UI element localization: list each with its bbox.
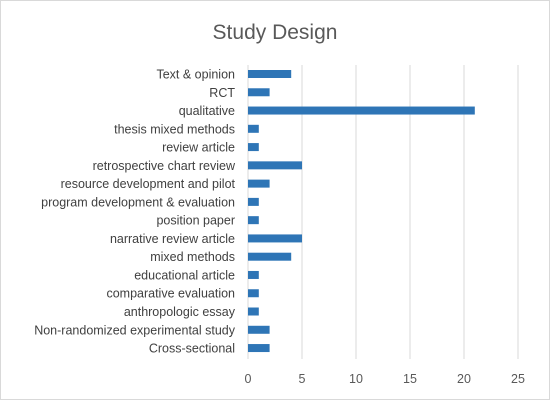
category-label: narrative review article [110, 232, 235, 246]
category-label: review article [162, 141, 235, 155]
x-tick-label: 10 [349, 372, 363, 386]
bar-text-opinion [248, 70, 292, 78]
bar-mixed-methods [248, 252, 292, 261]
bars [248, 70, 475, 353]
category-label: qualitative [179, 104, 235, 118]
category-label: educational article [134, 268, 235, 282]
bar-anthropologic-essay [248, 307, 259, 316]
category-label: Text & opinion [156, 68, 235, 82]
bar-rct [248, 88, 270, 97]
bar-program-development-evaluation [248, 197, 259, 206]
bar-cross-sectional [248, 344, 270, 353]
x-tick-label: 15 [403, 372, 417, 386]
bar-qualitative [248, 106, 475, 115]
category-label: comparative evaluation [106, 287, 235, 301]
bar-review-article [248, 143, 259, 152]
category-label: RCT [209, 86, 235, 100]
x-tick-label: 0 [245, 372, 252, 386]
bar-non-randomized-experimental-study [248, 325, 270, 334]
category-label: Cross-sectional [149, 342, 235, 356]
category-label: thesis mixed methods [114, 122, 235, 136]
bar-educational-article [248, 270, 259, 279]
category-labels: Text & opinion RCT qualitative thesis mixed… [34, 68, 236, 356]
bar-resource-development-and-pilot [248, 179, 270, 188]
x-tick-label: 20 [457, 372, 471, 386]
x-tick-label: 5 [299, 372, 306, 386]
bar-narrative-review-article [248, 234, 302, 243]
bar-thesis-mixed-methods [248, 124, 259, 133]
category-label: retrospective chart review [93, 159, 236, 173]
x-tick-label: 25 [511, 372, 525, 386]
category-label: position paper [156, 214, 235, 228]
category-label: program development & evaluation [41, 195, 235, 209]
bar-position-paper [248, 216, 259, 225]
category-label: mixed methods [150, 250, 235, 264]
category-label: Non-randomized experimental study [34, 323, 236, 337]
chart-title: Study Design [213, 21, 338, 44]
bar-retrospective-chart-review [248, 161, 302, 170]
x-axis-ticks: 0 5 10 15 20 25 [245, 372, 525, 386]
category-label: anthropologic essay [124, 305, 236, 319]
category-label: resource development and pilot [61, 177, 236, 191]
bar-comparative-evaluation [248, 289, 259, 298]
